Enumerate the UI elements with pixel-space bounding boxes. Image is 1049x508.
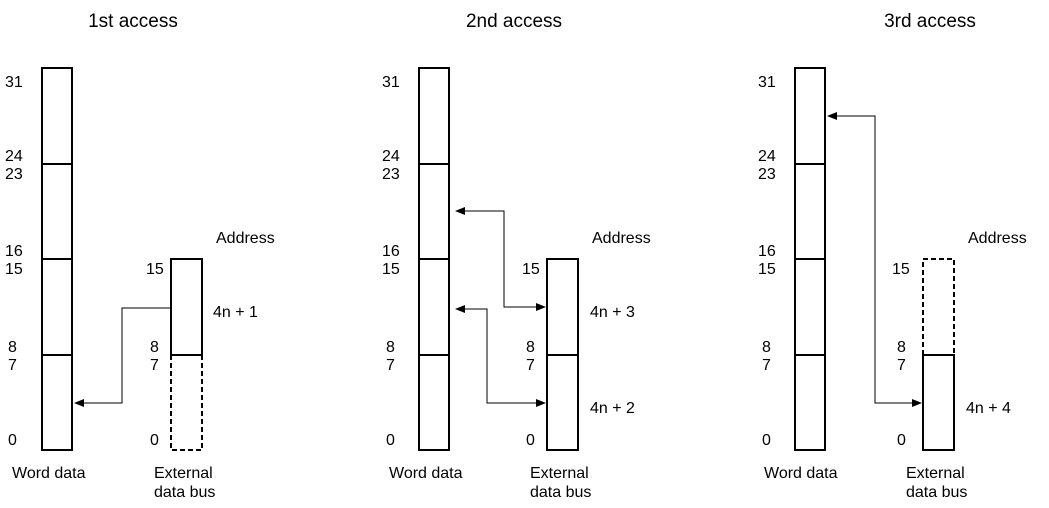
bit-label: 0 — [386, 432, 395, 449]
address-label: Address — [968, 230, 1027, 247]
bus-lower-byte-unused — [170, 355, 203, 451]
panel-3rd-access: 3rd access 31 24 23 16 15 8 7 0 15 8 7 0… — [758, 11, 1027, 501]
bit-label: 31 — [758, 74, 776, 91]
transfer-connector — [457, 308, 540, 404]
bit-label: 0 — [762, 432, 771, 449]
bit-label: 24 — [758, 148, 776, 165]
bit-label: 7 — [386, 357, 395, 374]
bus-caption-line1: External — [530, 465, 589, 482]
arrowhead — [536, 303, 546, 311]
bit-label: 15 — [382, 261, 400, 278]
bus-caption-line2: data bus — [906, 484, 967, 501]
address-label: Address — [216, 230, 275, 247]
bit-label: 7 — [762, 357, 771, 374]
bus-caption-line2: data bus — [154, 484, 215, 501]
bit-label: 16 — [5, 243, 23, 260]
bit-label: 31 — [5, 74, 23, 91]
bit-label: 23 — [758, 166, 776, 183]
arrowhead — [455, 305, 465, 313]
transfer-connector — [80, 307, 170, 404]
bit-label: 8 — [897, 339, 906, 356]
bit-label: 0 — [897, 432, 906, 449]
bit-label: 8 — [8, 339, 17, 356]
bit-label: 8 — [526, 339, 535, 356]
arrowhead — [536, 399, 546, 407]
panel-title: 1st access — [88, 11, 178, 32]
bus-upper-byte-unused — [922, 258, 955, 355]
bit-label: 23 — [382, 166, 400, 183]
bit-label: 31 — [382, 74, 400, 91]
arrowhead — [912, 399, 922, 407]
bit-label: 15 — [522, 261, 540, 278]
bit-label: 7 — [150, 357, 159, 374]
bit-label: 16 — [382, 243, 400, 260]
bus-caption-line1: External — [906, 465, 965, 482]
bit-label: 0 — [8, 432, 17, 449]
bit-label: 15 — [758, 261, 776, 278]
panel-title: 2nd access — [466, 11, 562, 32]
panel-title: 3rd access — [884, 11, 976, 32]
bit-label: 7 — [897, 357, 906, 374]
panel-2nd-access: 2nd access 31 24 23 16 15 8 7 0 15 8 7 0… — [382, 11, 651, 501]
bus-lower-byte — [922, 354, 955, 451]
bus-caption-line2: data bus — [530, 484, 591, 501]
bit-label: 23 — [5, 166, 23, 183]
lower-address: 4n + 4 — [966, 400, 1011, 417]
bus-caption-line1: External — [154, 465, 213, 482]
bit-label: 7 — [526, 357, 535, 374]
bit-label: 24 — [5, 148, 23, 165]
bit-label: 8 — [386, 339, 395, 356]
upper-address: 4n + 3 — [590, 304, 635, 321]
bit-label: 8 — [150, 339, 159, 356]
arrowhead — [827, 112, 837, 120]
upper-address: 4n + 1 — [213, 304, 258, 321]
panel-1st-access: 1st access 31 24 23 16 15 8 7 0 15 8 7 0… — [5, 11, 275, 501]
bit-label: 15 — [892, 261, 910, 278]
transfer-connector — [457, 210, 540, 308]
transfer-connector — [833, 115, 916, 404]
address-label: Address — [592, 230, 651, 247]
lower-address: 4n + 2 — [590, 400, 635, 417]
bus-upper-byte — [170, 258, 203, 356]
word-data-caption: Word data — [389, 465, 463, 482]
bit-label: 7 — [8, 357, 17, 374]
bit-label: 15 — [5, 261, 23, 278]
bit-label: 15 — [146, 261, 164, 278]
word-data-caption: Word data — [12, 465, 86, 482]
bit-label: 16 — [758, 243, 776, 260]
word-data-caption: Word data — [764, 465, 838, 482]
bit-label: 24 — [382, 148, 400, 165]
bit-label: 8 — [762, 339, 771, 356]
bit-label: 0 — [526, 432, 535, 449]
bit-label: 0 — [150, 432, 159, 449]
arrowhead — [455, 207, 465, 215]
arrowhead — [74, 399, 84, 407]
